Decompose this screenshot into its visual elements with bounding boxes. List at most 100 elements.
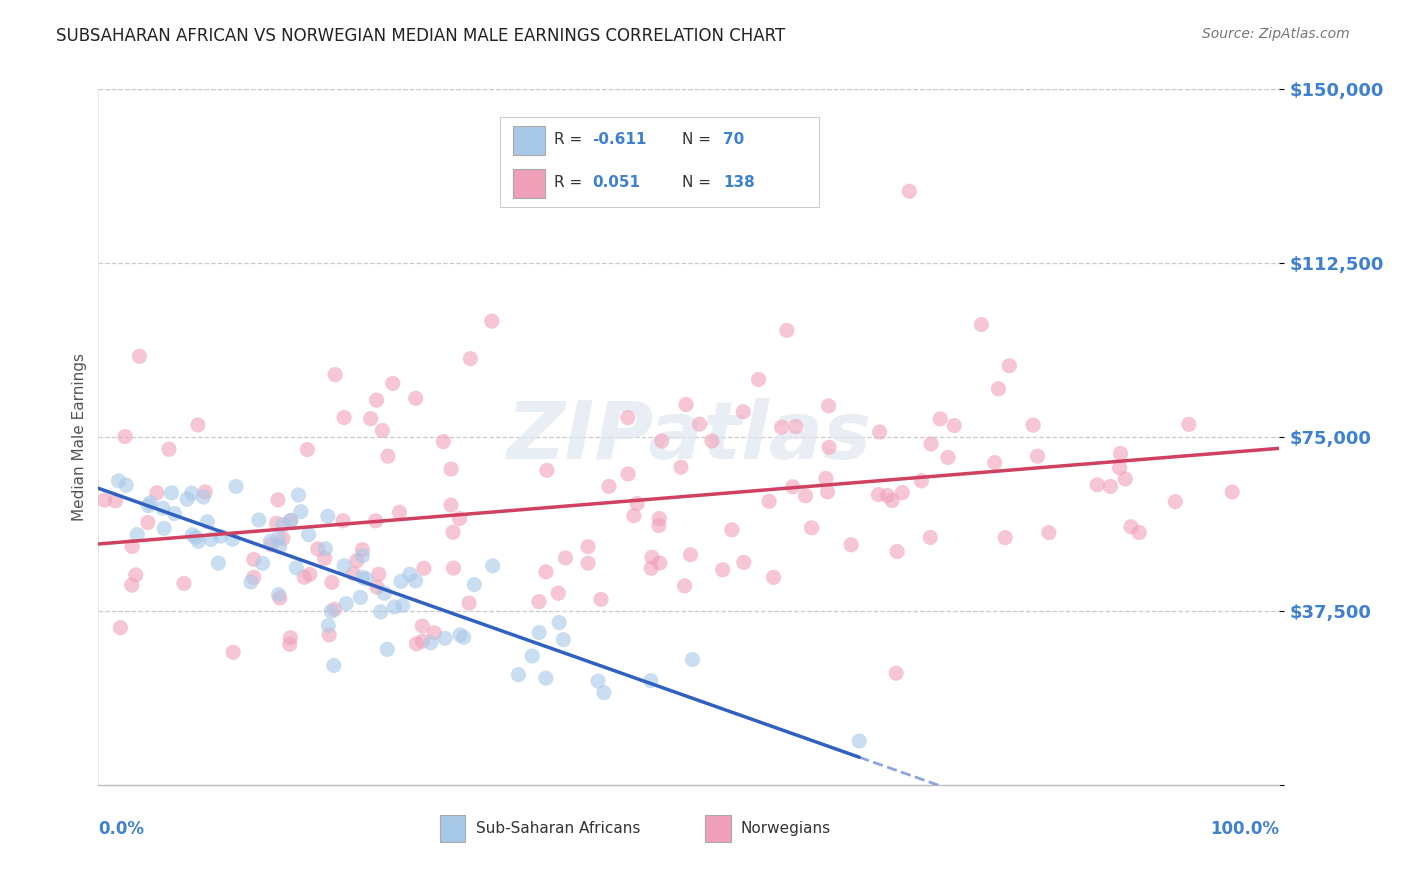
Point bbox=[679, 548, 702, 562]
Point bbox=[163, 507, 186, 521]
Point bbox=[371, 424, 394, 438]
Point bbox=[335, 597, 357, 611]
Point bbox=[391, 599, 413, 613]
Point bbox=[366, 393, 388, 408]
Point bbox=[373, 586, 395, 600]
Point bbox=[817, 399, 839, 413]
Point bbox=[104, 494, 127, 508]
Point bbox=[194, 484, 217, 499]
Point bbox=[384, 599, 406, 614]
Point bbox=[160, 485, 183, 500]
Point bbox=[267, 492, 290, 507]
Point bbox=[536, 463, 558, 477]
Point bbox=[675, 398, 697, 412]
Point bbox=[200, 533, 222, 547]
Point bbox=[314, 541, 336, 556]
Point bbox=[441, 525, 464, 540]
Point bbox=[586, 674, 609, 689]
Point bbox=[508, 667, 530, 681]
Point bbox=[641, 550, 664, 565]
Point bbox=[640, 561, 662, 575]
Point bbox=[648, 518, 671, 533]
Text: SUBSAHARAN AFRICAN VS NORWEGIAN MEDIAN MALE EARNINGS CORRELATION CHART: SUBSAHARAN AFRICAN VS NORWEGIAN MEDIAN M… bbox=[56, 27, 786, 45]
Point bbox=[221, 533, 243, 547]
Point bbox=[554, 550, 576, 565]
Point bbox=[187, 417, 209, 432]
Point bbox=[136, 516, 159, 530]
Point bbox=[589, 592, 612, 607]
Point bbox=[259, 534, 281, 549]
Text: ZIPatlas: ZIPatlas bbox=[506, 398, 872, 476]
Point bbox=[280, 514, 302, 528]
Point bbox=[419, 636, 441, 650]
Point bbox=[794, 489, 817, 503]
Point bbox=[910, 474, 932, 488]
Point bbox=[481, 314, 503, 328]
Point bbox=[110, 621, 132, 635]
Point bbox=[367, 567, 389, 582]
Point bbox=[920, 531, 942, 545]
Point bbox=[869, 425, 891, 439]
Point bbox=[1026, 449, 1049, 463]
Point bbox=[280, 513, 302, 527]
Point bbox=[576, 556, 599, 570]
Point bbox=[128, 349, 150, 363]
Point bbox=[943, 418, 966, 433]
Point bbox=[266, 516, 288, 531]
Point bbox=[785, 419, 807, 434]
Point bbox=[333, 558, 356, 573]
Point bbox=[1109, 446, 1132, 460]
Point bbox=[278, 637, 301, 651]
Point bbox=[648, 556, 671, 570]
Point bbox=[298, 567, 321, 582]
Point bbox=[1164, 494, 1187, 508]
Point bbox=[285, 561, 308, 575]
Point bbox=[157, 442, 180, 457]
Point bbox=[314, 551, 336, 566]
Point bbox=[1085, 477, 1108, 491]
Point bbox=[297, 442, 319, 457]
Point bbox=[121, 540, 143, 554]
Point bbox=[432, 434, 454, 449]
Point bbox=[1022, 418, 1045, 433]
Point bbox=[207, 556, 229, 570]
Point bbox=[593, 685, 616, 699]
Point bbox=[898, 184, 921, 198]
Point bbox=[553, 632, 575, 647]
Point bbox=[1119, 520, 1142, 534]
Point bbox=[152, 501, 174, 516]
Point bbox=[316, 618, 339, 632]
Point bbox=[617, 467, 640, 481]
Point bbox=[127, 527, 149, 541]
Point bbox=[153, 521, 176, 535]
Point bbox=[762, 570, 785, 584]
Point bbox=[243, 552, 266, 566]
Point bbox=[994, 531, 1017, 545]
Point bbox=[316, 509, 339, 524]
Point bbox=[626, 497, 648, 511]
Y-axis label: Median Male Earnings: Median Male Earnings bbox=[72, 353, 87, 521]
Point bbox=[648, 511, 671, 525]
Point bbox=[623, 508, 645, 523]
Point bbox=[936, 450, 959, 465]
Point bbox=[758, 494, 780, 508]
Point bbox=[307, 541, 329, 556]
Point bbox=[1114, 472, 1136, 486]
Point bbox=[782, 480, 804, 494]
Point bbox=[433, 632, 456, 646]
Point bbox=[817, 484, 839, 499]
Point bbox=[886, 544, 908, 558]
Point bbox=[920, 437, 942, 451]
Point bbox=[352, 549, 374, 563]
Point bbox=[271, 517, 294, 532]
Point bbox=[318, 628, 340, 642]
Point bbox=[522, 648, 544, 663]
Point bbox=[449, 511, 471, 525]
Point bbox=[239, 575, 262, 590]
Point bbox=[375, 642, 398, 657]
Text: Source: ZipAtlas.com: Source: ZipAtlas.com bbox=[1202, 27, 1350, 41]
Point bbox=[617, 410, 640, 425]
Point bbox=[115, 478, 138, 492]
Point bbox=[440, 462, 463, 476]
Point bbox=[269, 540, 291, 554]
